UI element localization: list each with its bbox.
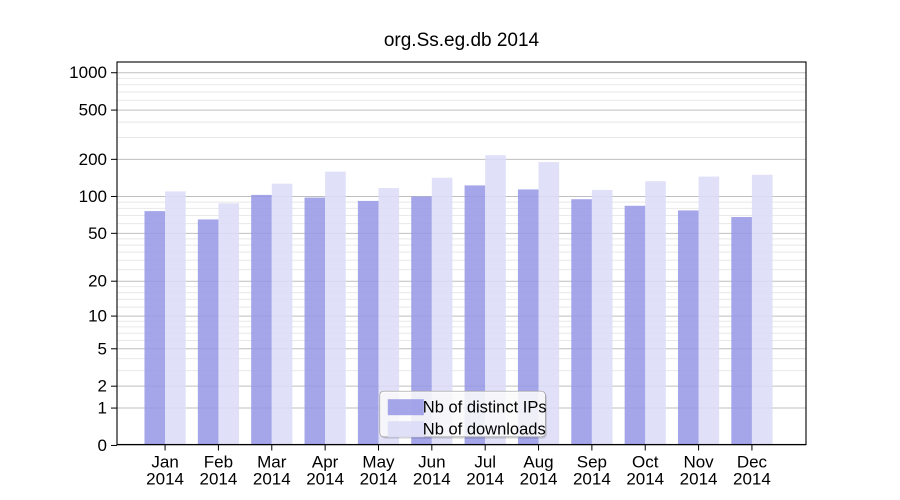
svg-text:20: 20: [88, 272, 107, 291]
svg-text:2014: 2014: [306, 470, 344, 489]
svg-text:2014: 2014: [733, 470, 771, 489]
svg-text:2014: 2014: [253, 470, 291, 489]
svg-text:5: 5: [98, 339, 107, 358]
svg-text:2014: 2014: [573, 470, 611, 489]
svg-text:0: 0: [98, 436, 107, 455]
svg-text:10: 10: [88, 307, 107, 326]
svg-text:2: 2: [98, 377, 107, 396]
svg-text:2014: 2014: [413, 470, 451, 489]
svg-text:1: 1: [98, 399, 107, 418]
svg-text:1000: 1000: [69, 63, 107, 82]
svg-text:200: 200: [79, 150, 107, 169]
svg-text:Nb of distinct IPs: Nb of distinct IPs: [423, 399, 547, 417]
svg-text:50: 50: [88, 224, 107, 243]
svg-text:100: 100: [79, 187, 107, 206]
svg-text:Nb of downloads: Nb of downloads: [423, 421, 546, 439]
svg-text:2014: 2014: [466, 470, 504, 489]
svg-text:2014: 2014: [680, 470, 718, 489]
svg-text:2014: 2014: [626, 470, 664, 489]
svg-text:500: 500: [79, 101, 107, 120]
svg-text:2014: 2014: [360, 470, 398, 489]
svg-text:2014: 2014: [200, 470, 238, 489]
svg-text:2014: 2014: [146, 470, 184, 489]
svg-text:2014: 2014: [520, 470, 558, 489]
svg-text:org.Ss.eg.db 2014: org.Ss.eg.db 2014: [384, 30, 540, 51]
